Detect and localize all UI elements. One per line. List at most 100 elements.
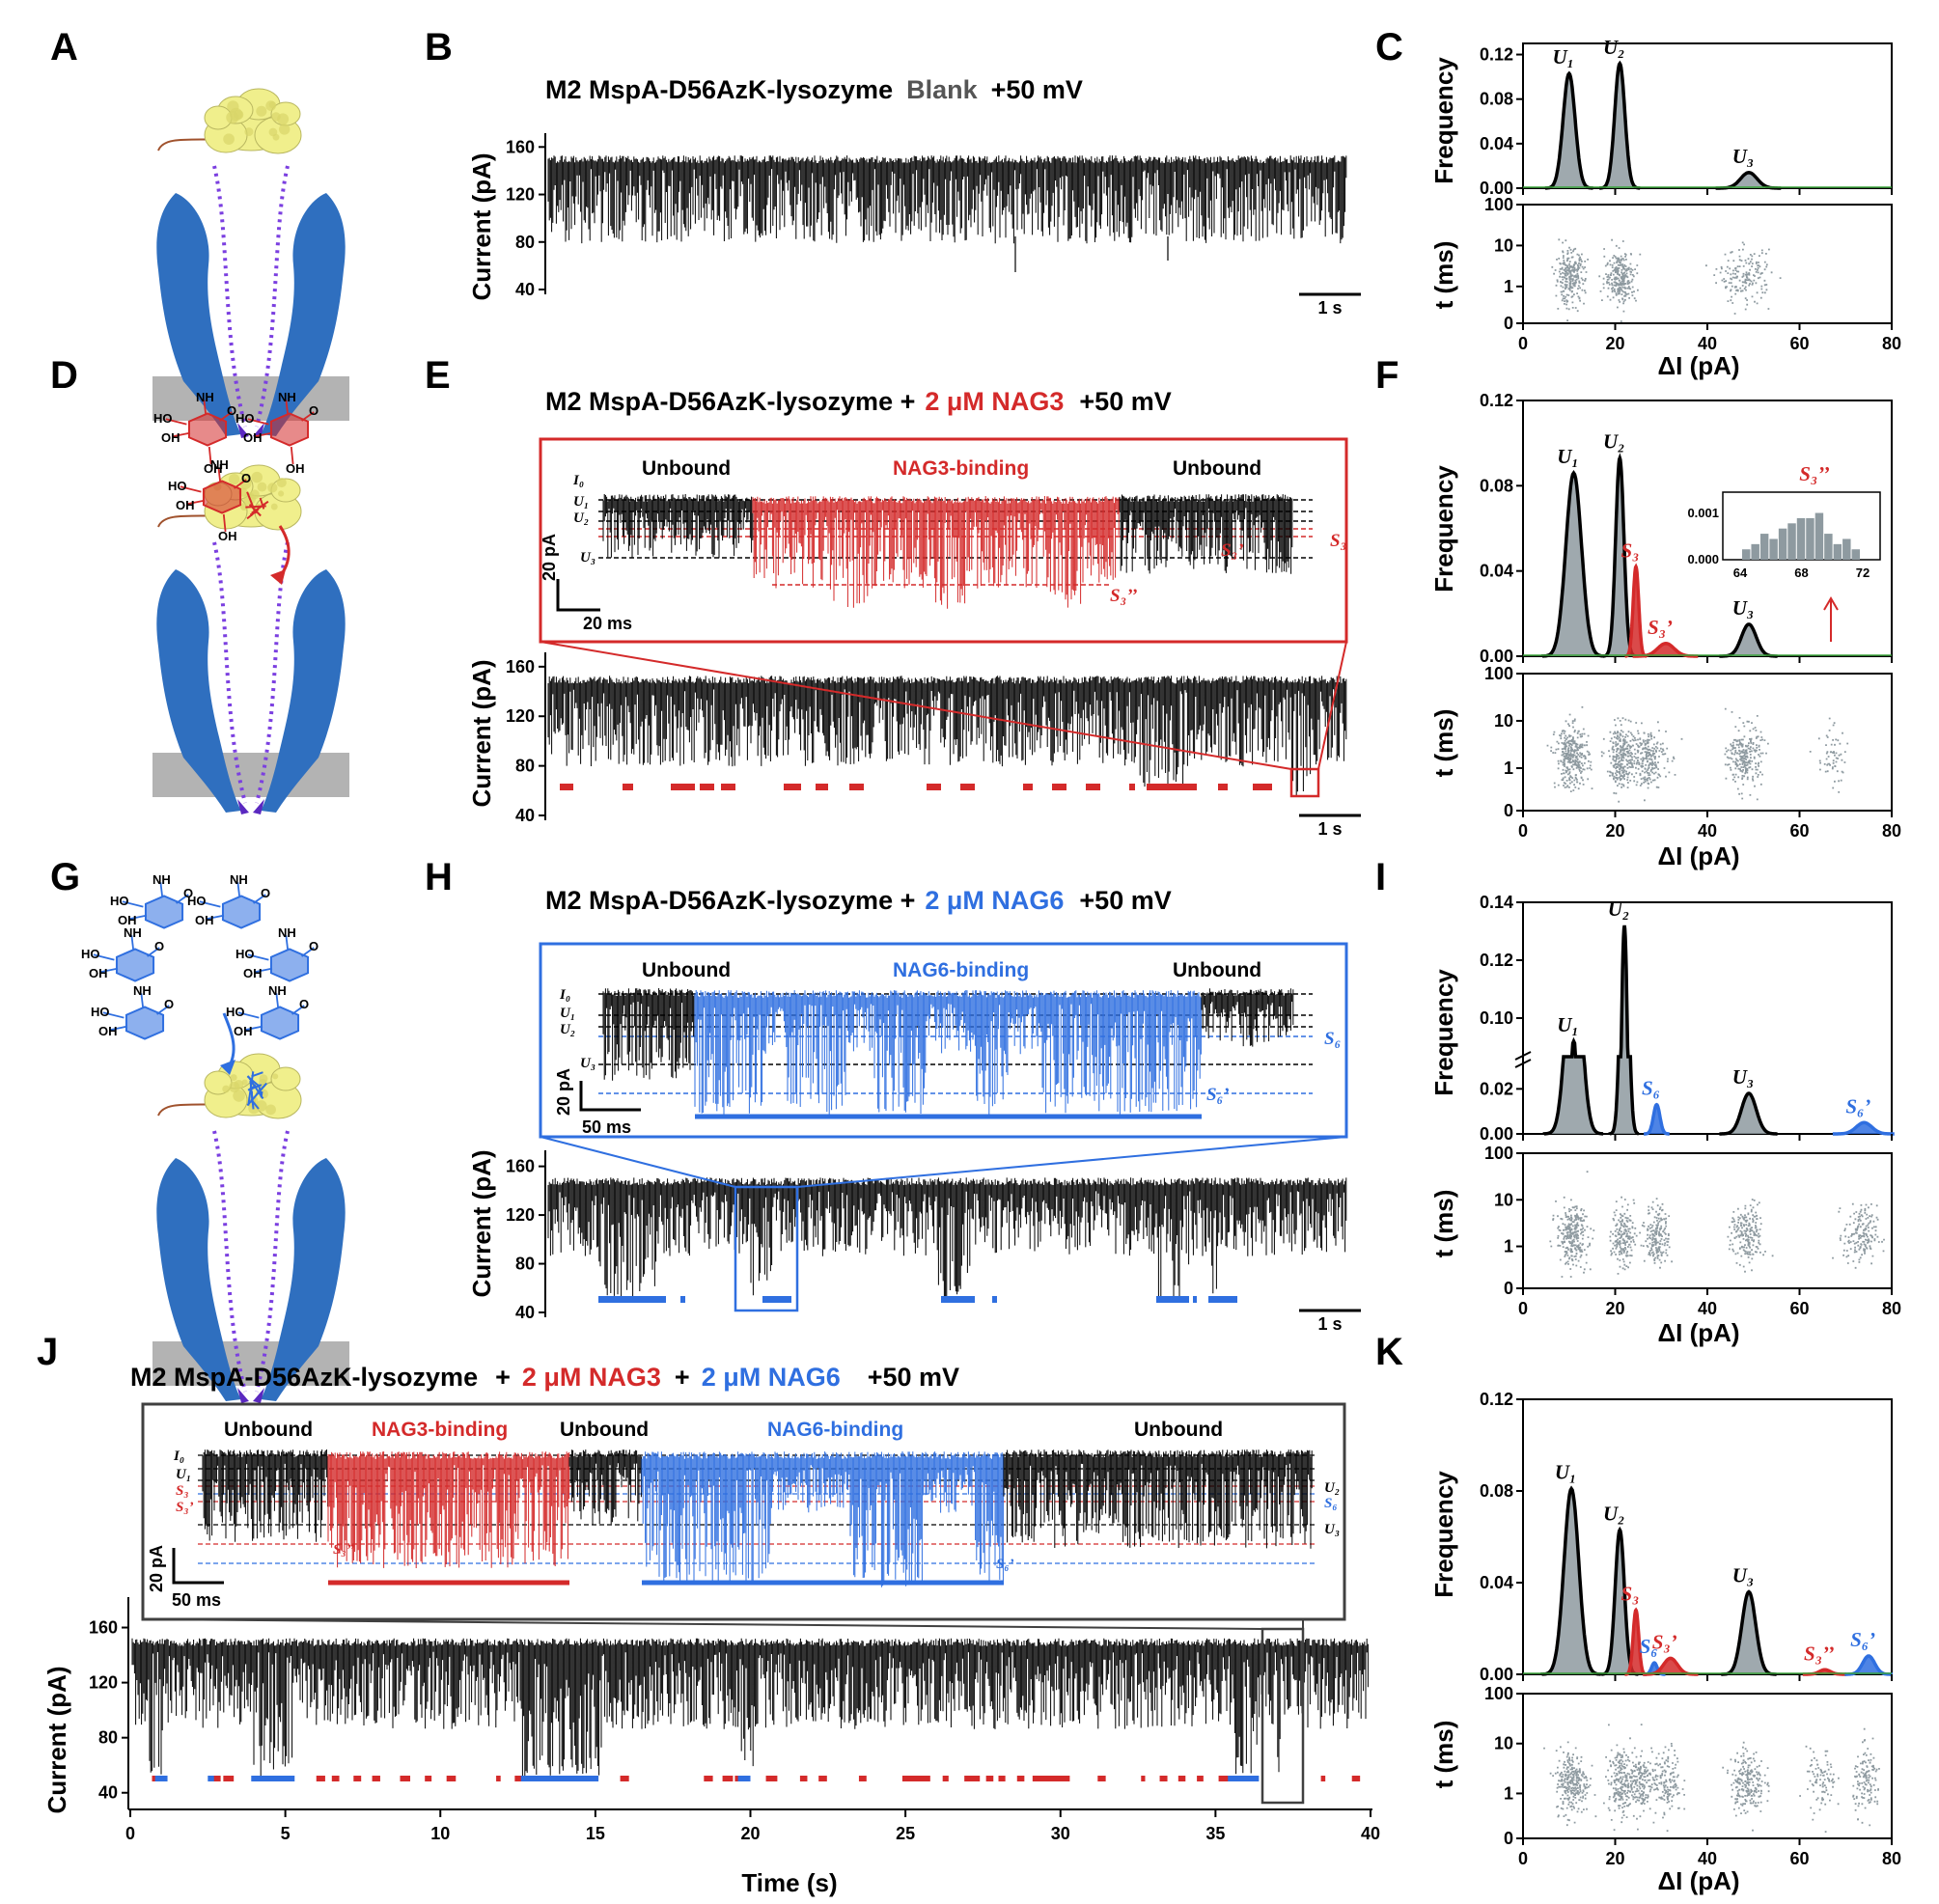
hist-f-inset-arrow xyxy=(1823,596,1839,642)
hist-f-inset-bar xyxy=(1778,528,1787,560)
nag6-sugar xyxy=(199,882,266,929)
hist-i-fit-S₆’ xyxy=(1832,1120,1895,1136)
trace-h-signal xyxy=(547,1177,1347,1303)
scatter-k-x-tick-label: 40 xyxy=(1698,1849,1717,1868)
nag3-sugar-2 xyxy=(247,400,315,465)
scatter-i-x-tick-label: 40 xyxy=(1698,1299,1717,1318)
panel-label-f: F xyxy=(1375,354,1399,397)
panel-label-b: B xyxy=(425,26,453,69)
inset-j-trace-nag6-signal xyxy=(641,1451,1004,1587)
nag3-sugar-1-bond xyxy=(172,431,191,438)
hist-f-inset-bar xyxy=(1814,512,1824,560)
nag6-sugar-atom: NH xyxy=(124,925,142,940)
zoom-lines-h xyxy=(540,1136,1347,1188)
hist-f-y-tick-label: 0.12 xyxy=(1480,391,1513,410)
binding-marker-j-nag3 xyxy=(425,1776,432,1781)
nag6-sugar-bond xyxy=(147,947,160,957)
nag3-sugar-2-atom: OH xyxy=(286,461,305,476)
hist-k-y-tick-label: 0.12 xyxy=(1480,1390,1513,1409)
scatter-i-x-tick-label: 80 xyxy=(1882,1299,1901,1318)
lvl-h-u1: U₁ xyxy=(560,1006,575,1021)
binding-marker-j-nag3 xyxy=(1177,1776,1186,1781)
nag6-sugar-bond xyxy=(159,882,164,897)
axis-j-x-tick-label: 25 xyxy=(896,1824,915,1843)
binding-marker-j-nag3 xyxy=(722,1776,734,1781)
schematic-d xyxy=(152,464,349,814)
schematic-d-bound-ligand xyxy=(245,491,269,520)
hist-k-peak-label: U₃ xyxy=(1732,1564,1755,1587)
panel-label-e: E xyxy=(425,354,451,397)
axis-b-y-tick-label: 80 xyxy=(515,233,535,252)
binding-marker-h xyxy=(762,1296,791,1303)
schematic-g-lyso-bump xyxy=(222,1085,230,1093)
nag6-sugar-atom: OH xyxy=(195,913,214,927)
hist-f-inset-bar xyxy=(1751,543,1759,560)
hist-k-peak-label: S₃ xyxy=(1620,1583,1639,1606)
schematic-g-lyso-bump xyxy=(233,1090,245,1102)
axis-j-y xyxy=(122,1597,129,1809)
title-j: M2 MspA-D56AzK-lysozyme +2 μM NAG3 +2 μM N… xyxy=(130,1363,959,1392)
hist-c-peak-label: U₂ xyxy=(1603,36,1625,59)
binding-marker-h xyxy=(1156,1296,1189,1303)
scatter-f-x-tick-label: 0 xyxy=(1518,821,1528,841)
nag6-sugar-atom: O xyxy=(309,939,319,953)
lvl-j-s3: S₃ xyxy=(176,1483,189,1499)
schematic-g xyxy=(152,1053,349,1403)
nag6-sugar-atom: NH xyxy=(268,983,287,998)
hist-f-bar-U₁ xyxy=(1542,473,1605,656)
hist-c-bar-U₂ xyxy=(1599,63,1641,188)
lvl-e-s3pp: S₃’’ xyxy=(1110,586,1137,606)
ylabel-k-freq: Frequency xyxy=(1429,1471,1458,1598)
binding-marker-j-nag3 xyxy=(331,1776,340,1781)
scalebar-b-label: 1 s xyxy=(1317,298,1342,317)
xlabel-i: ΔI (pA) xyxy=(1657,1318,1739,1347)
scatter-k-x-tick-label: 80 xyxy=(1882,1849,1901,1868)
scatter-c-tick-label: 10 xyxy=(1494,235,1513,255)
nag3-sugar-3-atom: OH xyxy=(176,498,195,512)
schematic-g-membrane xyxy=(152,1341,349,1386)
scatter-i-tick-label: 1 xyxy=(1504,1237,1513,1256)
inset-e-trace-unbound-1 xyxy=(602,494,754,559)
inset-e-trace-nag3 xyxy=(752,496,1120,609)
ylabel-b: Current (pA) xyxy=(467,152,496,300)
hist-f-y-tick-label: 0.04 xyxy=(1480,562,1513,581)
scatter-k-tick-label: 10 xyxy=(1494,1734,1513,1753)
hist-f-peak-label: S₃ xyxy=(1620,538,1639,562)
hist-k-y-tick-label: 0.00 xyxy=(1480,1665,1513,1684)
inset-j-scale-bar xyxy=(172,1548,224,1585)
hist-i-bar-U₃ xyxy=(1719,1093,1779,1134)
nag3-sugar-2-bond xyxy=(254,431,273,438)
binding-marker-e xyxy=(1052,784,1066,790)
hist-c-peak-label: U₃ xyxy=(1732,145,1755,168)
hist-k-bar-U₂ xyxy=(1601,1530,1639,1674)
inset-e-trace-unbound-1-signal xyxy=(602,494,754,559)
schematic-d-ligand-bond xyxy=(246,508,260,520)
scatter-k-x-tick-label: 20 xyxy=(1605,1849,1624,1868)
schematic-d-lyso-bump xyxy=(239,477,252,490)
binding-marker-j-nag3 xyxy=(1032,1776,1070,1781)
schematic-d-lyso-bump xyxy=(228,473,240,485)
nag6-sugar-bond xyxy=(301,947,315,957)
nag3-sugar-1-atom: HO xyxy=(153,411,173,426)
binding-marker-e xyxy=(784,784,801,790)
lvl-e-s3: S₃ xyxy=(1330,531,1346,551)
hist-i-axis-break xyxy=(1514,1051,1532,1068)
inset-j-trace-nag3-signal xyxy=(327,1451,570,1568)
binding-marker-h xyxy=(1208,1296,1237,1303)
nag6-sugar-bond xyxy=(156,1005,170,1015)
schematic-g-ligand-bond xyxy=(257,1084,263,1096)
axis-j-x-tick-label: 0 xyxy=(125,1824,135,1843)
nag6-sugar xyxy=(102,993,170,1040)
scatter-i-tick-label: 0 xyxy=(1504,1279,1513,1298)
nag6-sugar-atom: O xyxy=(299,997,309,1011)
schematic-a-lyso-bump xyxy=(268,101,277,109)
scatter-k-x-tick-label: 60 xyxy=(1789,1849,1809,1868)
hist-i-peak-label: U₂ xyxy=(1608,897,1630,921)
schematic-a-lyso-bump xyxy=(256,105,267,117)
scatter-f-x-tick-label: 80 xyxy=(1882,821,1901,841)
scatter-f-points xyxy=(1546,705,1849,803)
scalebar-e-label: 1 s xyxy=(1317,819,1342,839)
hist-f-peak-label: U₃ xyxy=(1732,596,1755,620)
hist-f-peak-label: S₃’ xyxy=(1648,616,1673,639)
binding-marker-e xyxy=(1218,784,1228,790)
